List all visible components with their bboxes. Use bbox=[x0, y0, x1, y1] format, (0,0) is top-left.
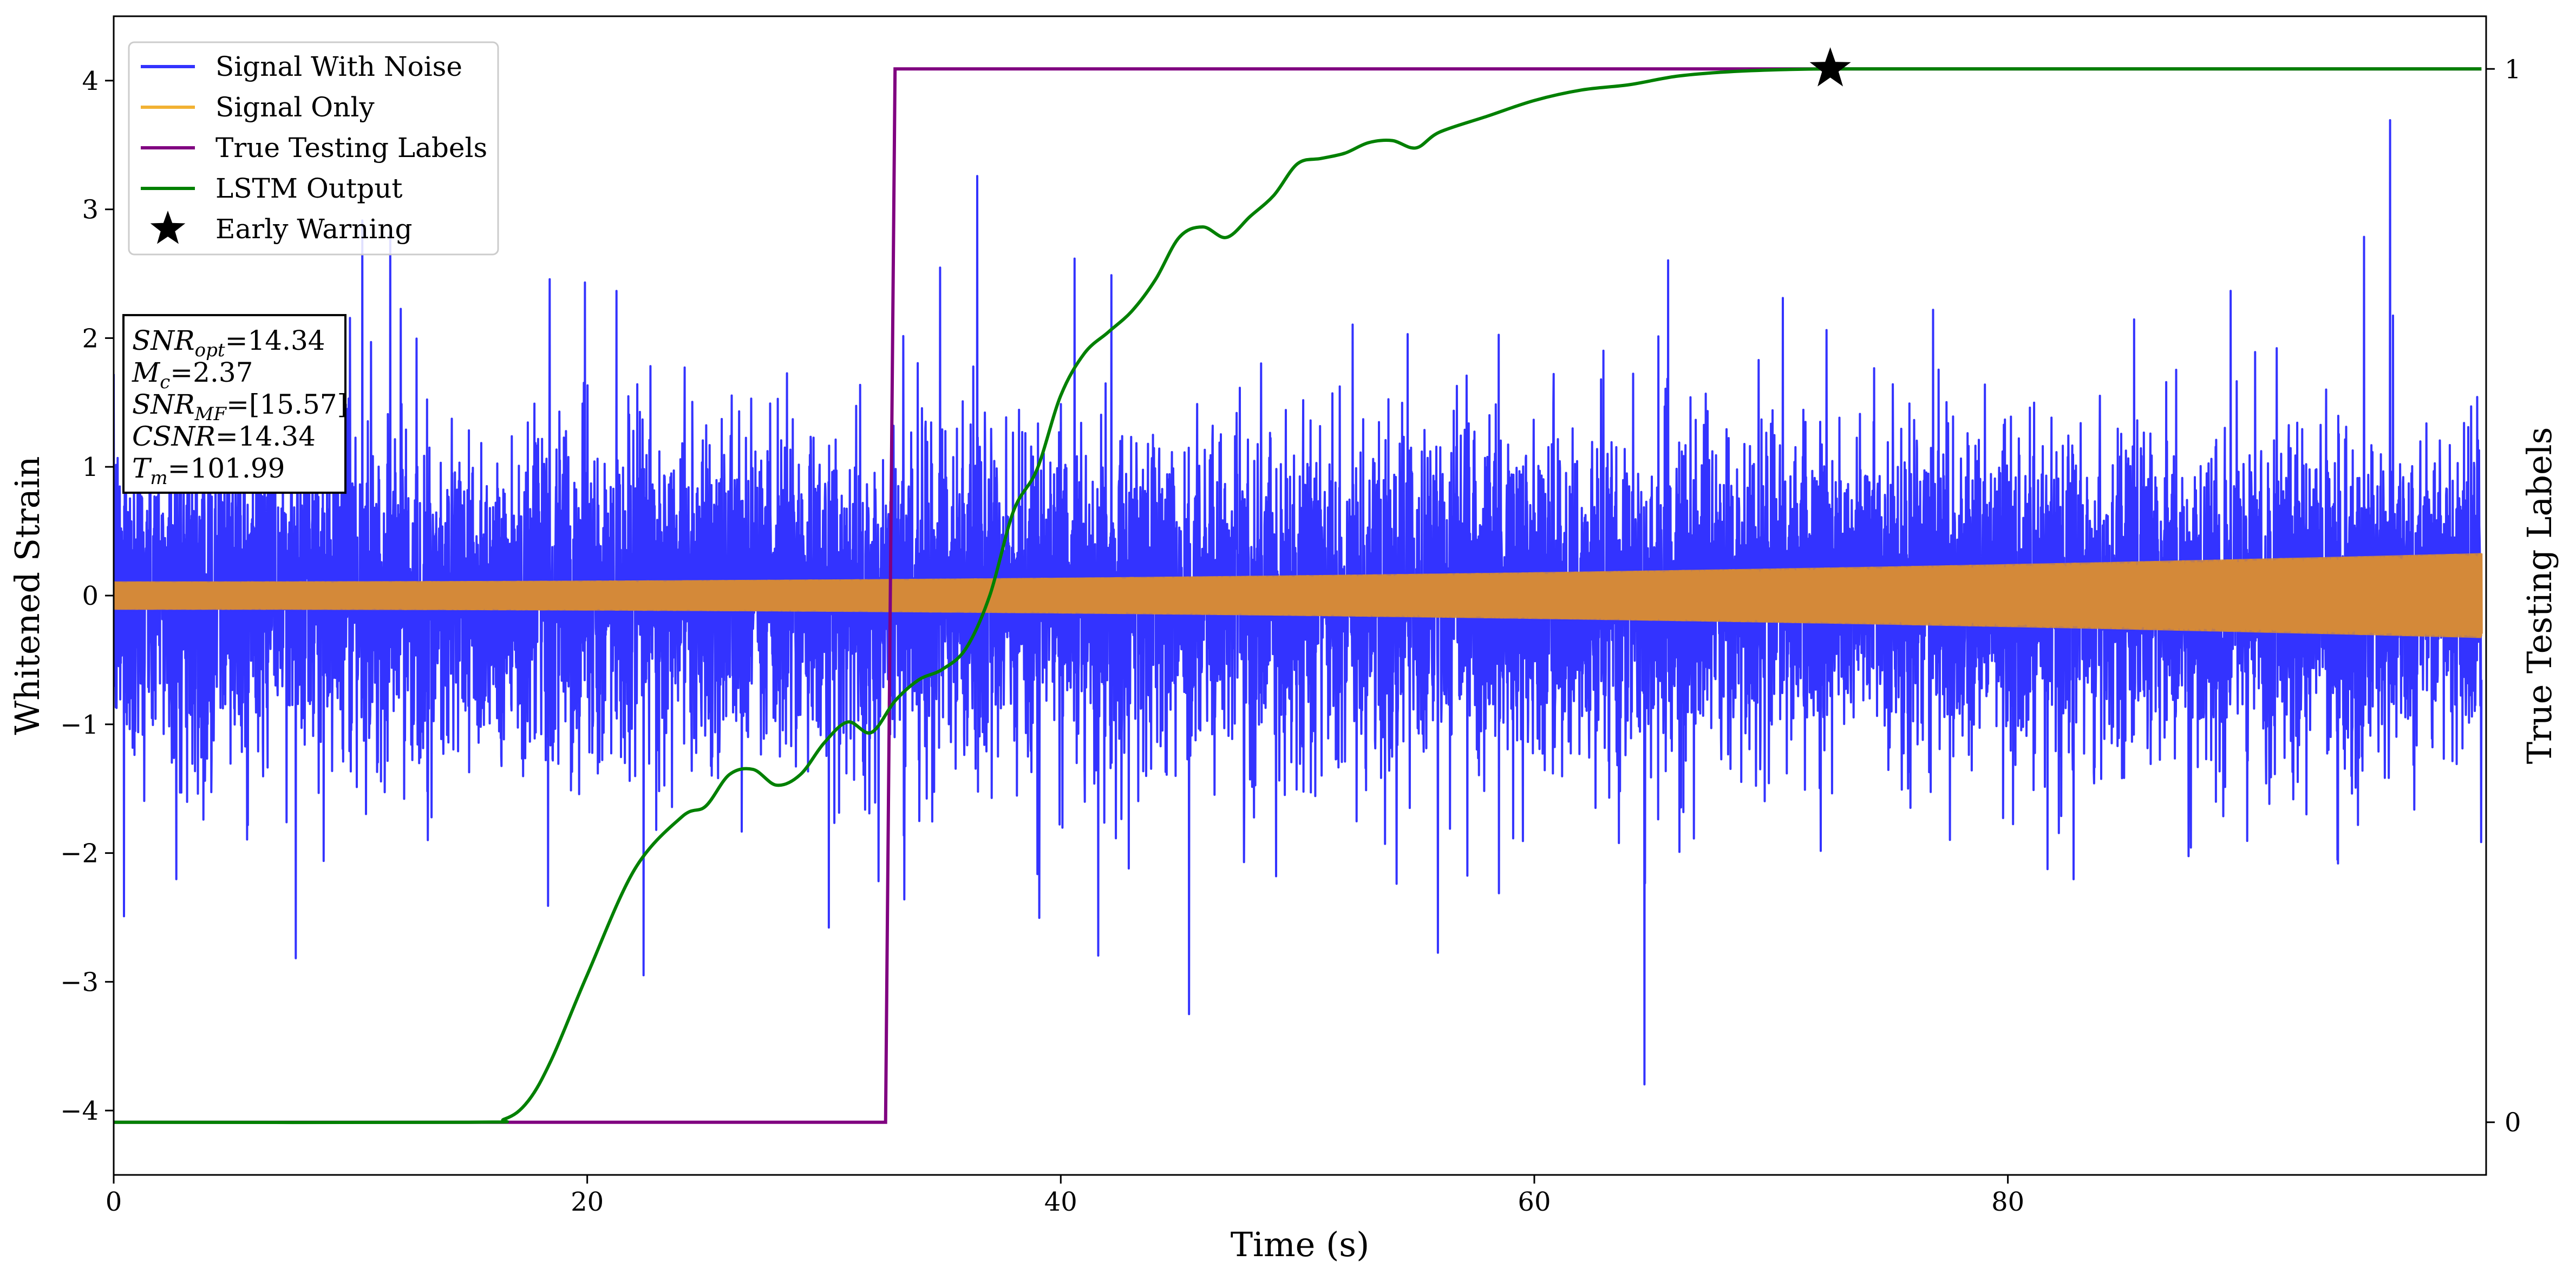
y-tick-label: 0 bbox=[82, 581, 99, 611]
legend-label: True Testing Labels bbox=[215, 132, 487, 164]
legend-label: Early Warning bbox=[215, 213, 413, 245]
legend: Signal With Noise Signal Only True Testing… bbox=[128, 41, 499, 256]
y-tick-label: −4 bbox=[60, 1096, 99, 1126]
info-box-line: Tm=101.99 bbox=[132, 453, 285, 489]
y-right-tick-label: 1 bbox=[2505, 54, 2521, 84]
info-box: SNRopt=14.34Mc=2.37SNRMF=[15.57]CSNR=14.… bbox=[122, 314, 348, 494]
legend-marker bbox=[150, 211, 186, 244]
x-axis-title: Time (s) bbox=[1231, 1225, 1370, 1264]
info-box-line: SNRMF=[15.57] bbox=[132, 389, 348, 425]
series-lstm-output bbox=[114, 67, 2482, 1125]
early-warning-marker bbox=[1809, 47, 1851, 87]
y-tick-label: 4 bbox=[82, 66, 99, 96]
info-box-line: CSNR=14.34 bbox=[132, 421, 316, 452]
y-axis-title: Whitened Strain bbox=[8, 456, 47, 735]
y-tick-label: 3 bbox=[82, 195, 99, 225]
info-box-line: SNRopt=14.34 bbox=[132, 325, 325, 361]
info-box-line: Mc=2.37 bbox=[132, 357, 253, 393]
series-signal-only-band bbox=[114, 553, 2482, 638]
x-tick-label: 20 bbox=[571, 1187, 604, 1217]
series-layer bbox=[114, 67, 2483, 1125]
legend-label: Signal With Noise bbox=[215, 51, 462, 82]
legend-label: Signal Only bbox=[215, 92, 375, 123]
legend-box bbox=[128, 41, 499, 256]
y-tick-label: 2 bbox=[82, 323, 99, 354]
x-tick-label: 80 bbox=[1991, 1187, 2024, 1217]
y-tick-label: −1 bbox=[60, 710, 99, 740]
y-right-axis-title: True Testing Labels bbox=[2520, 427, 2559, 765]
y-right-tick-label: 0 bbox=[2505, 1108, 2521, 1138]
y-tick-label: −3 bbox=[60, 967, 99, 997]
y-tick-label: −2 bbox=[60, 839, 99, 869]
info-box-frame bbox=[122, 314, 346, 494]
x-tick-label: 0 bbox=[106, 1187, 122, 1217]
legend-label: LSTM Output bbox=[215, 173, 402, 204]
x-tick-label: 60 bbox=[1518, 1187, 1551, 1217]
x-tick-label: 40 bbox=[1044, 1187, 1077, 1217]
y-tick-label: 1 bbox=[82, 452, 99, 482]
